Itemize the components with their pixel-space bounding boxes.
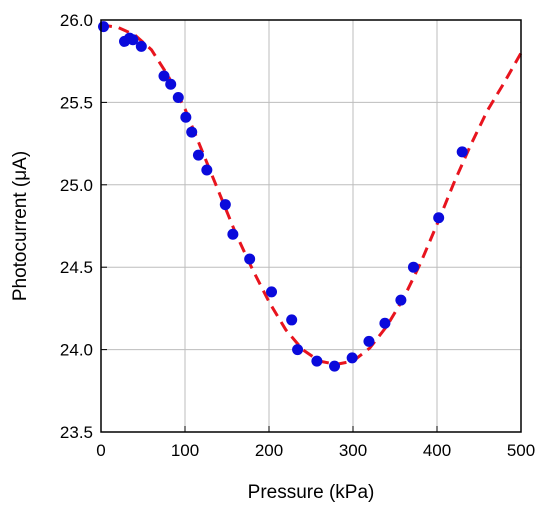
y-tick-label: 23.5: [60, 423, 93, 442]
x-tick-label: 400: [423, 441, 451, 460]
data-point: [244, 253, 256, 265]
data-point: [227, 228, 239, 240]
data-point: [172, 91, 184, 103]
y-tick-labels: 23.5 24.0 24.5 25.0 25.5 26.0: [60, 11, 93, 442]
x-axis-label: Pressure (kPa): [248, 482, 375, 503]
x-tick-labels: 0 100 200 300 400 500: [96, 441, 535, 460]
y-tick-label: 24.0: [60, 341, 93, 360]
y-tick-label: 25.5: [60, 93, 93, 112]
data-point: [395, 294, 407, 306]
data-point: [346, 352, 358, 364]
data-point: [379, 317, 391, 329]
data-point: [311, 355, 323, 367]
x-tick-label: 0: [96, 441, 105, 460]
data-point: [186, 126, 198, 138]
y-tick-label: 26.0: [60, 11, 93, 30]
data-point: [135, 40, 147, 52]
y-tick-label: 24.5: [60, 258, 93, 277]
data-point: [201, 164, 213, 176]
grid-lines: [101, 20, 521, 432]
x-tick-label: 100: [171, 441, 199, 460]
data-point: [158, 70, 170, 82]
data-point: [456, 146, 468, 158]
y-tick-label: 25.0: [60, 176, 93, 195]
y-axis-label: Photocurrent (μA): [10, 151, 31, 301]
data-point: [98, 21, 110, 33]
data-point: [329, 360, 341, 372]
data-point: [165, 78, 177, 90]
axis-ticks: [100, 19, 522, 433]
data-point: [407, 261, 419, 273]
x-tick-label: 300: [339, 441, 367, 460]
data-point: [286, 314, 298, 326]
data-point: [180, 111, 192, 123]
data-point: [219, 199, 231, 211]
data-point: [363, 335, 375, 347]
x-tick-label: 500: [507, 441, 535, 460]
data-point: [127, 34, 139, 46]
data-point: [266, 286, 278, 298]
data-points-layer: [98, 21, 468, 372]
plot-frame: [100, 19, 522, 433]
data-point: [433, 212, 445, 224]
x-tick-label: 200: [255, 441, 283, 460]
data-point: [192, 149, 204, 161]
data-point: [292, 344, 304, 356]
